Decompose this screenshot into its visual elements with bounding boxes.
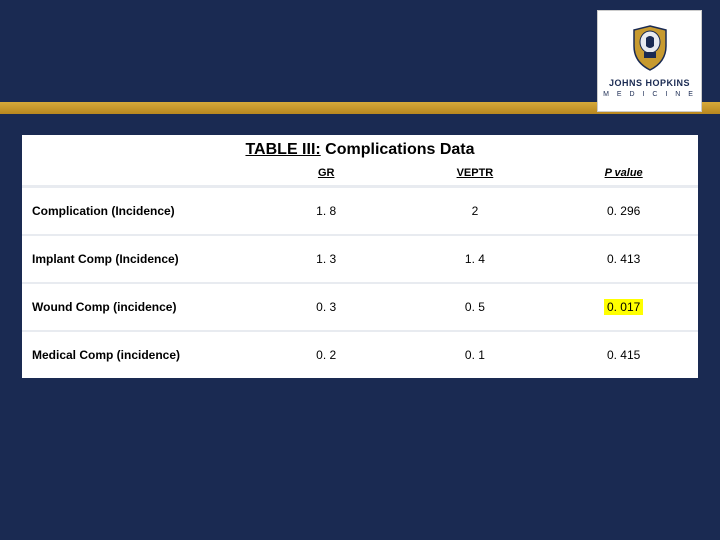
table-body: Complication (Incidence)1. 820. 296Impla…	[22, 187, 698, 379]
cell-veptr: 0. 1	[401, 331, 550, 378]
cell-veptr: 2	[401, 187, 550, 236]
logo-box: JOHNS HOPKINS M E D I C I N E	[597, 10, 702, 112]
cell-pvalue: 0. 413	[549, 235, 698, 283]
table-header-row: GR VEPTR P value	[22, 163, 698, 187]
cell-veptr: 0. 5	[401, 283, 550, 331]
cell-gr: 0. 3	[252, 283, 401, 331]
cell-pvalue: 0. 017	[549, 283, 698, 331]
col-header-blank	[22, 163, 252, 187]
cell-pvalue: 0. 415	[549, 331, 698, 378]
table-title-rest: Complications Data	[321, 141, 475, 158]
table-row: Implant Comp (Incidence)1. 31. 40. 413	[22, 235, 698, 283]
row-label: Wound Comp (incidence)	[22, 283, 252, 331]
table-title: TABLE III: Complications Data	[22, 135, 698, 163]
cell-gr: 1. 8	[252, 187, 401, 236]
cell-veptr: 1. 4	[401, 235, 550, 283]
row-label: Medical Comp (incidence)	[22, 331, 252, 378]
shield-icon	[630, 24, 670, 72]
col-header-pvalue: P value	[549, 163, 698, 187]
highlighted-value: 0. 017	[604, 299, 643, 315]
logo-text-sub: M E D I C I N E	[603, 91, 696, 98]
table-row: Medical Comp (incidence)0. 20. 10. 415	[22, 331, 698, 378]
row-label: Implant Comp (Incidence)	[22, 235, 252, 283]
col-header-gr: GR	[252, 163, 401, 187]
logo-text-main: JOHNS HOPKINS	[609, 78, 690, 89]
complications-table: GR VEPTR P value Complication (Incidence…	[22, 163, 698, 378]
header-bar: JOHNS HOPKINS M E D I C I N E	[0, 0, 720, 120]
row-label: Complication (Incidence)	[22, 187, 252, 236]
table-title-prefix: TABLE III:	[245, 141, 320, 158]
cell-gr: 1. 3	[252, 235, 401, 283]
col-header-veptr: VEPTR	[401, 163, 550, 187]
content-panel: TABLE III: Complications Data GR VEPTR P…	[22, 135, 698, 378]
table-row: Complication (Incidence)1. 820. 296	[22, 187, 698, 236]
table-row: Wound Comp (incidence)0. 30. 5 0. 017	[22, 283, 698, 331]
cell-pvalue: 0. 296	[549, 187, 698, 236]
cell-gr: 0. 2	[252, 331, 401, 378]
